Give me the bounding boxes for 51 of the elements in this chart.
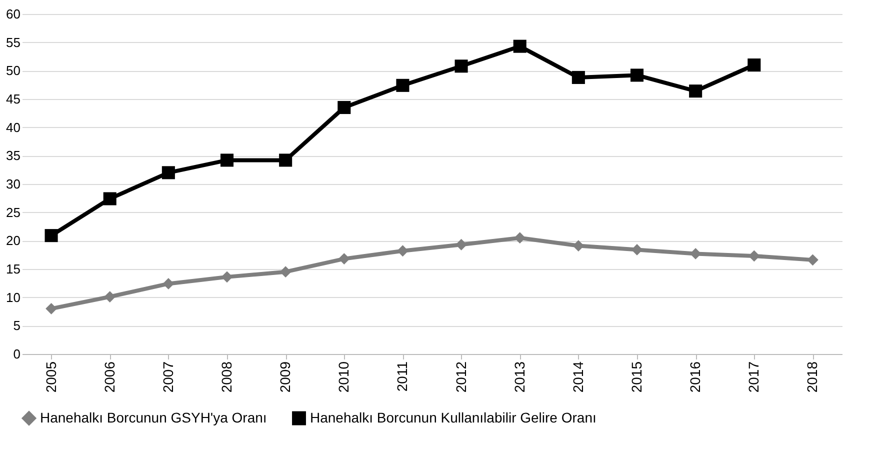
point: [280, 266, 292, 278]
legend-label: Hanehalkı Borcunun GSYH'ya Oranı: [40, 409, 267, 426]
point: [279, 154, 292, 167]
point: [220, 154, 234, 167]
x-tick-label: 2010: [336, 361, 352, 393]
y-tick-label: 5: [13, 318, 20, 334]
x-tick-label: 2018: [804, 361, 820, 393]
y-tick-label: 15: [6, 262, 20, 276]
y-tick-label: 60: [6, 6, 20, 22]
point: [104, 291, 116, 302]
y-tick-label: 0: [13, 346, 20, 362]
point: [630, 68, 644, 82]
y-tick-label: 45: [6, 92, 20, 106]
y-tick-label: 25: [6, 204, 20, 220]
point: [807, 254, 818, 266]
point: [44, 229, 58, 242]
x-tick-label: 2015: [628, 361, 644, 393]
y-tick-label: 35: [6, 148, 20, 164]
x-tick-label: 2007: [160, 361, 176, 393]
point: [397, 245, 408, 257]
point: [338, 100, 351, 114]
x-tick-label: 2005: [42, 361, 59, 393]
y-tick-label: 30: [6, 176, 20, 192]
y-tick-label: 40: [6, 120, 20, 135]
x-tick-label: 2017: [746, 361, 762, 393]
point: [572, 70, 585, 84]
y-tick-label: 10: [6, 290, 20, 305]
legend-label: Hanehalkı Borcunun Kullanılabilir Gelire Oranı: [310, 409, 596, 426]
point: [513, 40, 526, 53]
point: [514, 232, 526, 244]
x-tick-label: 2013: [511, 361, 528, 393]
y-tick-label: 50: [6, 63, 20, 78]
x-tick-label: 2009: [277, 361, 294, 393]
point: [46, 302, 57, 314]
y-tick-label: 55: [6, 34, 20, 50]
point: [748, 58, 761, 72]
point: [456, 238, 467, 250]
x-tick-label: 2006: [101, 361, 118, 393]
point: [689, 84, 702, 98]
point: [454, 60, 468, 73]
x-tick-label: 2008: [218, 361, 234, 393]
x-tick-label: 2012: [452, 361, 469, 393]
x-tick-label: 2011: [394, 361, 410, 392]
point: [103, 192, 116, 206]
x-tick-label: 2014: [570, 361, 586, 393]
point: [338, 253, 350, 264]
point: [162, 166, 175, 180]
y-tick-label: 20: [6, 233, 20, 248]
point: [396, 78, 410, 92]
point: [162, 278, 174, 290]
x-tick-label: 2016: [687, 361, 704, 393]
